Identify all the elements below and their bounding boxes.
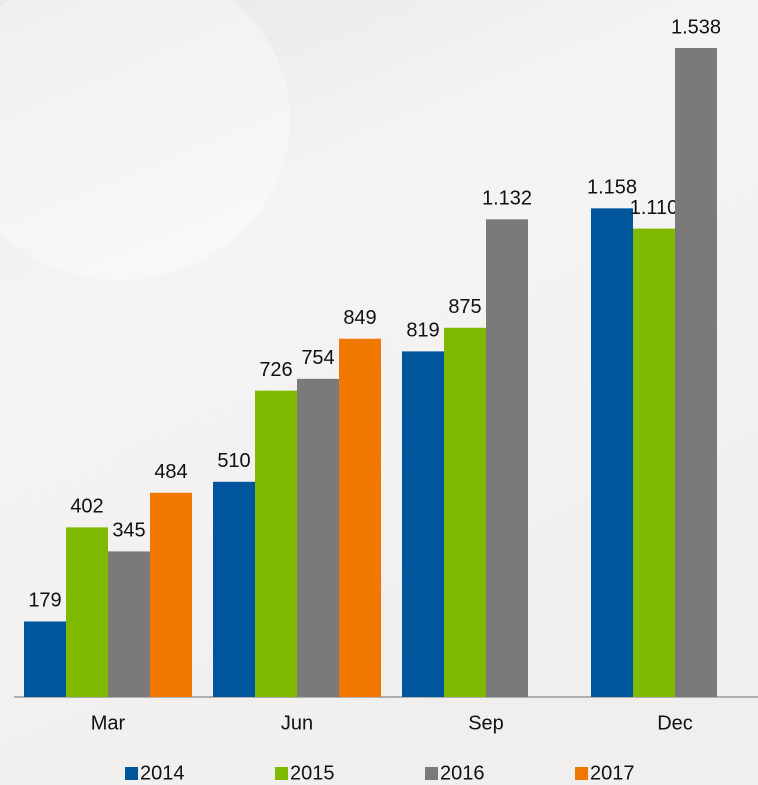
bar bbox=[150, 492, 192, 697]
data-label: 849 bbox=[343, 307, 376, 329]
data-label: 754 bbox=[301, 347, 334, 369]
data-label: 726 bbox=[259, 359, 292, 381]
bar bbox=[339, 338, 381, 697]
data-label: 402 bbox=[70, 496, 103, 518]
data-label: 1.132 bbox=[482, 188, 532, 210]
x-tick-label: Dec bbox=[657, 712, 693, 734]
data-label: 510 bbox=[217, 450, 250, 472]
data-label: 1.538 bbox=[671, 16, 721, 38]
bar bbox=[591, 208, 633, 697]
bar bbox=[402, 351, 444, 697]
bar bbox=[444, 327, 486, 697]
legend-label: 2014 bbox=[140, 762, 185, 784]
bar bbox=[255, 390, 297, 697]
legend-label: 2015 bbox=[290, 762, 335, 784]
data-label: 484 bbox=[154, 461, 187, 483]
x-tick-label: Jun bbox=[281, 712, 313, 734]
x-tick-label: Mar bbox=[91, 712, 126, 734]
x-tick-label: Sep bbox=[468, 712, 504, 734]
bar bbox=[24, 621, 66, 697]
bar bbox=[213, 481, 255, 697]
bar bbox=[297, 378, 339, 697]
data-label: 179 bbox=[28, 590, 61, 612]
legend-swatch bbox=[125, 767, 138, 780]
legend-swatch bbox=[425, 767, 438, 780]
data-label: 345 bbox=[112, 520, 145, 542]
data-label: 1.158 bbox=[587, 177, 637, 199]
data-label: 819 bbox=[406, 320, 439, 342]
bar bbox=[66, 527, 108, 697]
legend-swatch bbox=[575, 767, 588, 780]
legend-swatch bbox=[275, 767, 288, 780]
bar bbox=[108, 551, 150, 697]
bar bbox=[675, 48, 717, 697]
data-label: 875 bbox=[448, 296, 481, 318]
legend-label: 2017 bbox=[590, 762, 635, 784]
bar bbox=[633, 228, 675, 697]
bar bbox=[486, 219, 528, 697]
background-shape bbox=[0, 0, 290, 280]
data-label: 1.110 bbox=[630, 197, 679, 219]
legend-label: 2016 bbox=[440, 762, 485, 784]
